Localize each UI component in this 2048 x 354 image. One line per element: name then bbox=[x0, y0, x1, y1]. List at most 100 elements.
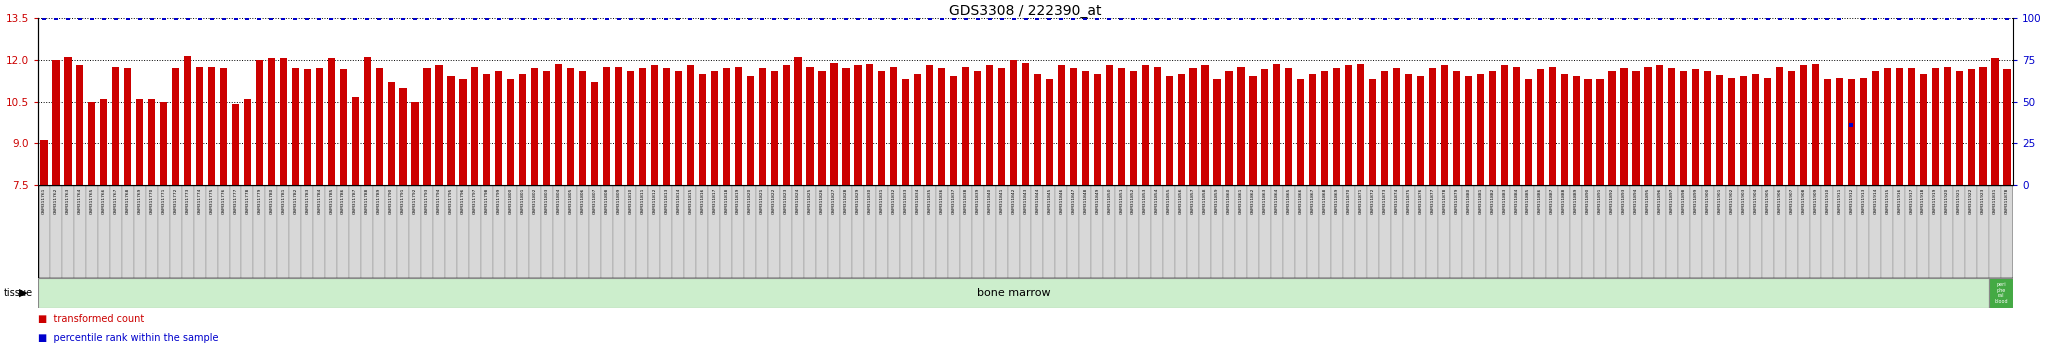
Point bbox=[1561, 15, 1593, 21]
Bar bbox=[555, 64, 563, 185]
Bar bbox=[1942, 185, 1954, 278]
Point bbox=[1872, 15, 1905, 21]
Bar bbox=[1366, 185, 1378, 278]
Bar bbox=[1333, 68, 1339, 185]
Bar bbox=[315, 68, 324, 185]
Bar bbox=[1249, 76, 1257, 185]
Bar bbox=[1645, 67, 1651, 185]
Point bbox=[1978, 15, 2011, 21]
Bar bbox=[1092, 185, 1104, 278]
Point bbox=[160, 15, 193, 21]
Text: GSM311879: GSM311879 bbox=[1454, 188, 1458, 214]
Text: GSM311852: GSM311852 bbox=[1130, 188, 1135, 214]
Point bbox=[459, 15, 492, 21]
Text: GSM311880: GSM311880 bbox=[1466, 188, 1470, 214]
Bar bbox=[1833, 185, 1845, 278]
Point bbox=[1499, 15, 1532, 21]
Bar bbox=[229, 185, 242, 278]
Text: GSM311772: GSM311772 bbox=[174, 188, 178, 214]
Bar bbox=[1442, 65, 1448, 185]
Bar bbox=[1729, 78, 1735, 185]
Text: GSM311827: GSM311827 bbox=[831, 188, 836, 214]
Bar bbox=[276, 185, 289, 278]
Text: GSM311860: GSM311860 bbox=[1227, 188, 1231, 214]
Text: GSM311906: GSM311906 bbox=[1778, 188, 1782, 214]
Point bbox=[51, 15, 84, 21]
Point bbox=[1032, 15, 1065, 21]
Text: GSM311782: GSM311782 bbox=[293, 188, 297, 214]
Bar bbox=[1763, 78, 1772, 185]
Bar bbox=[1141, 65, 1149, 185]
Text: GSM311773: GSM311773 bbox=[186, 188, 190, 214]
Bar bbox=[1536, 69, 1544, 185]
Bar bbox=[543, 71, 551, 185]
Bar bbox=[1094, 74, 1102, 185]
Bar bbox=[1262, 69, 1268, 185]
Bar bbox=[1346, 65, 1352, 185]
Bar bbox=[446, 76, 455, 185]
Text: GSM311795: GSM311795 bbox=[449, 188, 453, 214]
Point bbox=[1296, 15, 1329, 21]
Text: GSM311840: GSM311840 bbox=[987, 188, 991, 214]
Bar bbox=[1892, 185, 1905, 278]
Point bbox=[938, 15, 971, 21]
Bar bbox=[219, 68, 227, 185]
Point bbox=[795, 15, 827, 21]
Text: GSM311923: GSM311923 bbox=[1980, 188, 1985, 214]
Point bbox=[854, 15, 887, 21]
Bar bbox=[1223, 185, 1235, 278]
Point bbox=[303, 15, 336, 21]
Bar bbox=[375, 68, 383, 185]
Text: GSM311858: GSM311858 bbox=[1202, 188, 1206, 214]
Bar bbox=[481, 185, 494, 278]
Point bbox=[1524, 15, 1556, 21]
Point bbox=[1104, 15, 1137, 21]
Text: GSM311892: GSM311892 bbox=[1610, 188, 1614, 214]
Bar bbox=[2003, 69, 2011, 185]
Bar bbox=[1944, 67, 1952, 185]
Text: GSM311766: GSM311766 bbox=[102, 188, 106, 214]
Text: GSM311802: GSM311802 bbox=[532, 188, 537, 214]
Bar bbox=[842, 68, 850, 185]
Point bbox=[518, 15, 551, 21]
Text: tissue: tissue bbox=[4, 288, 33, 298]
Text: GSM311868: GSM311868 bbox=[1323, 188, 1327, 214]
Point bbox=[422, 15, 455, 21]
Bar bbox=[432, 185, 444, 278]
Text: GSM311821: GSM311821 bbox=[760, 188, 764, 214]
Text: GSM311859: GSM311859 bbox=[1214, 188, 1219, 214]
Point bbox=[1464, 15, 1497, 21]
Text: ▶: ▶ bbox=[18, 288, 29, 298]
Bar bbox=[711, 71, 719, 185]
Bar bbox=[1907, 68, 1915, 185]
Bar bbox=[100, 99, 106, 185]
Bar bbox=[879, 71, 885, 185]
Bar bbox=[182, 185, 195, 278]
Bar bbox=[1106, 65, 1112, 185]
Bar bbox=[170, 185, 182, 278]
Bar bbox=[1860, 78, 1868, 185]
Point bbox=[1178, 15, 1210, 21]
Bar bbox=[827, 185, 840, 278]
Text: GSM311787: GSM311787 bbox=[352, 188, 356, 214]
Text: GSM311767: GSM311767 bbox=[115, 188, 119, 214]
Bar bbox=[1821, 185, 1833, 278]
Point bbox=[1128, 15, 1161, 21]
Text: GSM311875: GSM311875 bbox=[1407, 188, 1411, 214]
Bar bbox=[627, 71, 635, 185]
Bar bbox=[1929, 185, 1942, 278]
Text: GSM311910: GSM311910 bbox=[1825, 188, 1829, 214]
Text: GSM311797: GSM311797 bbox=[473, 188, 477, 214]
Bar bbox=[1749, 185, 1761, 278]
Text: GSM311836: GSM311836 bbox=[940, 188, 944, 214]
Bar bbox=[1905, 185, 1917, 278]
Bar bbox=[113, 67, 119, 185]
Bar bbox=[125, 68, 131, 185]
Bar bbox=[805, 185, 815, 278]
Point bbox=[711, 15, 743, 21]
Text: GSM311838: GSM311838 bbox=[965, 188, 967, 214]
Text: GSM311920: GSM311920 bbox=[1946, 188, 1950, 214]
Text: GSM311799: GSM311799 bbox=[498, 188, 502, 214]
Bar bbox=[1642, 185, 1655, 278]
Bar bbox=[743, 185, 756, 278]
